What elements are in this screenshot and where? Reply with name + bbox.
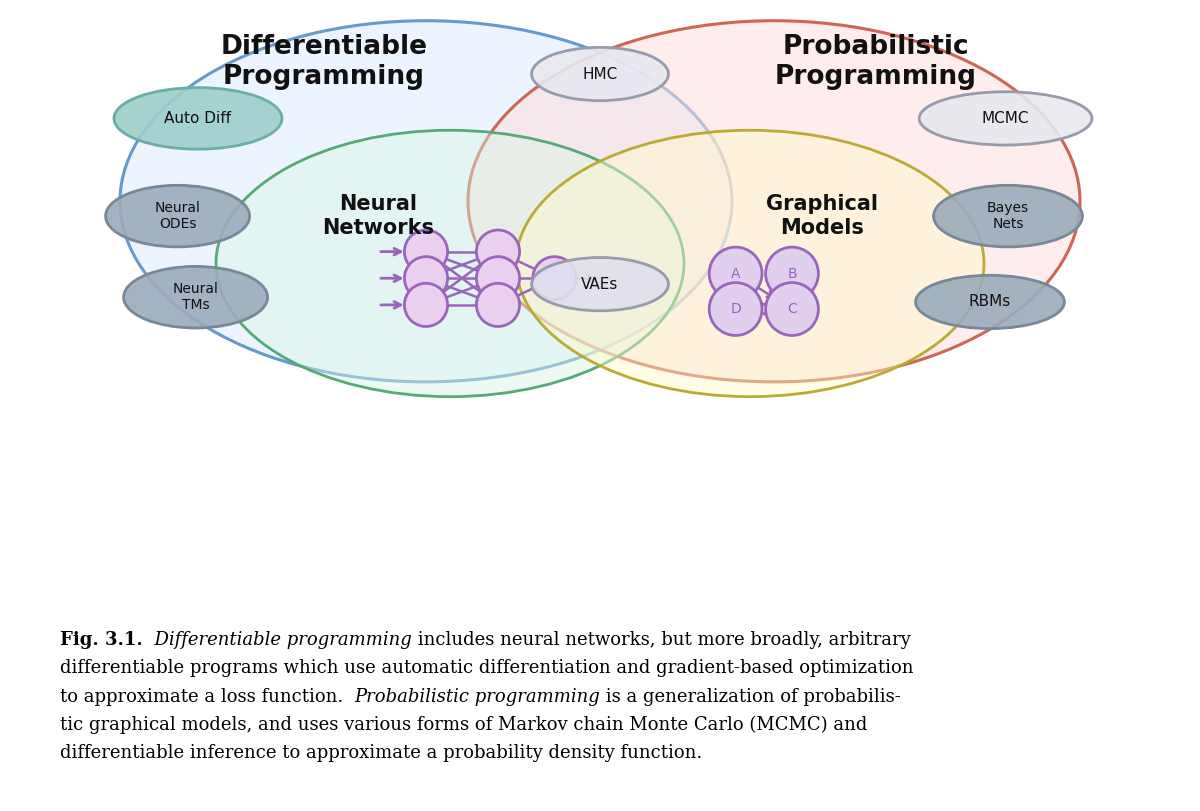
Text: to approximate a loss function.: to approximate a loss function. xyxy=(60,688,355,706)
Text: Neural
ODEs: Neural ODEs xyxy=(155,201,200,231)
Ellipse shape xyxy=(709,283,762,336)
Text: Fig. 3.1.: Fig. 3.1. xyxy=(60,631,143,649)
Ellipse shape xyxy=(532,47,668,101)
Ellipse shape xyxy=(476,283,520,327)
Ellipse shape xyxy=(404,283,448,327)
Text: differentiable inference to approximate a probability density function.: differentiable inference to approximate … xyxy=(60,744,702,762)
Text: RBMs: RBMs xyxy=(968,294,1012,310)
Ellipse shape xyxy=(766,283,818,336)
Text: is a generalization of probabilis-: is a generalization of probabilis- xyxy=(600,688,901,706)
Ellipse shape xyxy=(766,247,818,300)
Text: Probabilistic
Programming: Probabilistic Programming xyxy=(775,34,977,90)
Ellipse shape xyxy=(216,131,684,397)
Text: C: C xyxy=(787,302,797,316)
Ellipse shape xyxy=(934,185,1082,247)
Ellipse shape xyxy=(532,258,668,311)
Ellipse shape xyxy=(120,21,732,382)
Text: differentiable programs which use automatic differentiation and gradient-based o: differentiable programs which use automa… xyxy=(60,659,913,677)
Ellipse shape xyxy=(106,185,250,247)
Ellipse shape xyxy=(404,256,448,300)
Text: HMC: HMC xyxy=(582,67,618,81)
Text: VAEs: VAEs xyxy=(581,277,619,292)
Text: Neural
TMs: Neural TMs xyxy=(173,282,218,312)
Ellipse shape xyxy=(114,88,282,149)
Text: Neural
Networks: Neural Networks xyxy=(322,195,434,238)
Text: Bayes
Nets: Bayes Nets xyxy=(986,201,1030,231)
Ellipse shape xyxy=(516,131,984,397)
Text: Differentiable
Programming: Differentiable Programming xyxy=(221,34,427,90)
Text: Auto Diff: Auto Diff xyxy=(164,111,232,126)
Ellipse shape xyxy=(468,21,1080,382)
Ellipse shape xyxy=(919,92,1092,145)
Text: B: B xyxy=(787,267,797,281)
Ellipse shape xyxy=(476,230,520,273)
Ellipse shape xyxy=(709,247,762,300)
Text: MCMC: MCMC xyxy=(982,111,1030,126)
Ellipse shape xyxy=(533,256,576,300)
Text: tic graphical models, and uses various forms of Markov chain Monte Carlo (MCMC) : tic graphical models, and uses various f… xyxy=(60,715,868,734)
Ellipse shape xyxy=(404,230,448,273)
Text: Graphical
Models: Graphical Models xyxy=(766,195,878,238)
Text: includes neural networks, but more broadly, arbitrary: includes neural networks, but more broad… xyxy=(412,631,911,649)
Text: Probabilistic programming: Probabilistic programming xyxy=(355,688,600,706)
Text: D: D xyxy=(731,302,740,316)
Ellipse shape xyxy=(916,275,1064,328)
Ellipse shape xyxy=(476,256,520,300)
Text: Differentiable programming: Differentiable programming xyxy=(143,631,412,649)
Text: A: A xyxy=(731,267,740,281)
Ellipse shape xyxy=(124,266,268,328)
